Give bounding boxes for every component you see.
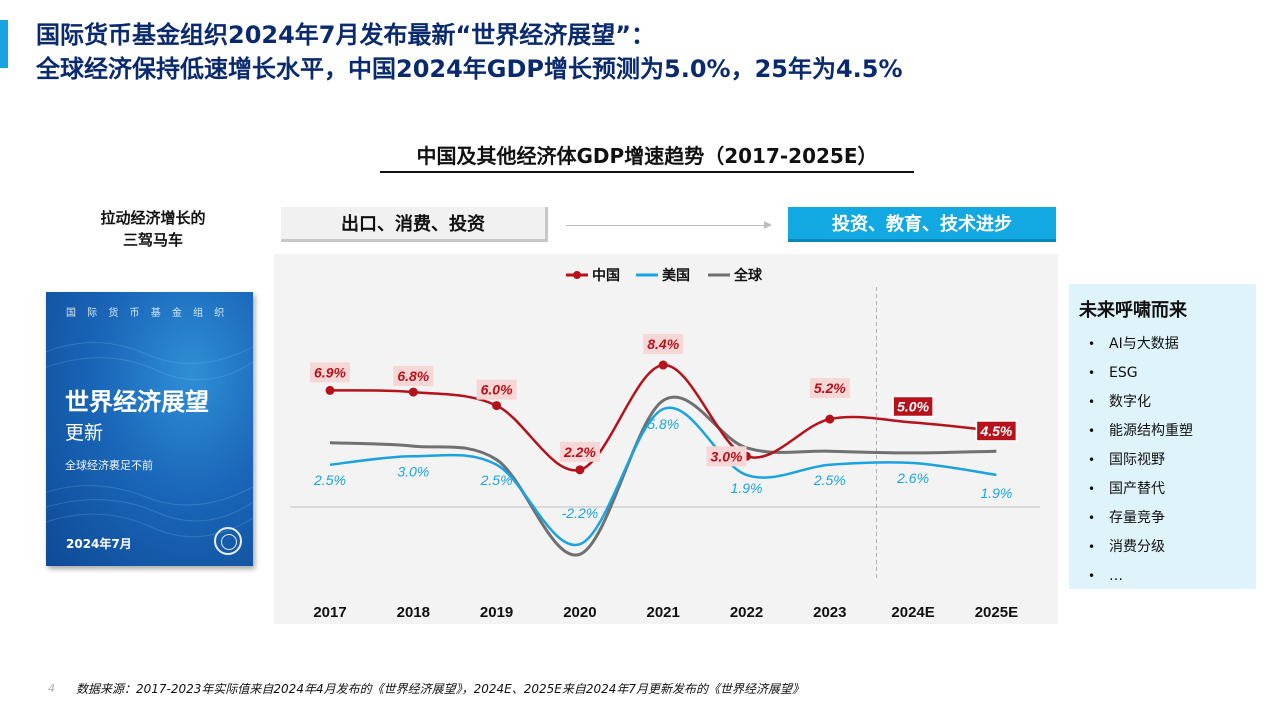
chart-panel [274, 254, 1058, 624]
future-trends-list: AI与大数据 ESG 数字化 能源结构重塑 国际视野 国产替代 存量竞争 消费分… [1079, 330, 1246, 591]
title-accent-bar [0, 20, 8, 68]
report-org-name: 国 际 货 币 基 金 组 织 [66, 308, 229, 319]
future-trend-item: … [1079, 562, 1246, 591]
future-trend-item: 国际视野 [1079, 446, 1246, 475]
page-title: 国际货币基金组织2024年7月发布最新“世界经济展望”： 全球经济保持低速增长水… [36, 18, 903, 86]
future-trend-item: AI与大数据 [1079, 330, 1246, 359]
future-trend-item: 国产替代 [1079, 475, 1246, 504]
arrow-right-icon [764, 221, 772, 229]
report-cover-image: 国 际 货 币 基 金 组 织 世界经济展望 更新 全球经济裹足不前 2024年… [46, 292, 253, 566]
chart-title: 中国及其他经济体GDP增速趋势（2017-2025E） [380, 140, 914, 173]
transition-arrow-line [566, 225, 766, 226]
future-trend-item: 数字化 [1079, 388, 1246, 417]
future-trend-item: ESG [1079, 359, 1246, 388]
report-title: 世界经济展望 [65, 388, 209, 416]
drivers-label: 拉动经济增长的 三驾马车 [60, 207, 246, 251]
report-subtitle: 更新 [65, 422, 104, 444]
report-date: 2024年7月 [66, 537, 132, 551]
title-line-1: 国际货币基金组织2024年7月发布最新“世界经济展望”： [36, 21, 656, 49]
new-drivers-box: 投资、教育、技术进步 [788, 207, 1056, 242]
page-number: 4 [48, 682, 55, 695]
old-drivers-box: 出口、消费、投资 [281, 207, 548, 242]
future-trends-title: 未来呼啸而来 [1079, 300, 1187, 321]
future-trend-item: 存量竞争 [1079, 504, 1246, 533]
drivers-label-line-2: 三驾马车 [122, 231, 183, 249]
future-trend-item: 能源结构重塑 [1079, 417, 1246, 446]
drivers-label-line-1: 拉动经济增长的 [100, 209, 206, 227]
title-line-2: 全球经济保持低速增长水平，中国2024年GDP增长预测为5.0%，25年为4.5… [36, 55, 903, 83]
report-cover-waves [46, 341, 253, 538]
future-trend-item: 消费分级 [1079, 533, 1246, 562]
data-source-note: 数据来源：2017-2023年实际值来自2024年4月发布的《世界经济展望》，2… [76, 682, 805, 696]
future-trends-panel: 未来呼啸而来 AI与大数据 ESG 数字化 能源结构重塑 国际视野 国产替代 存… [1069, 284, 1256, 591]
imf-seal-icon [214, 527, 242, 555]
report-tagline: 全球经济裹足不前 [65, 459, 153, 472]
